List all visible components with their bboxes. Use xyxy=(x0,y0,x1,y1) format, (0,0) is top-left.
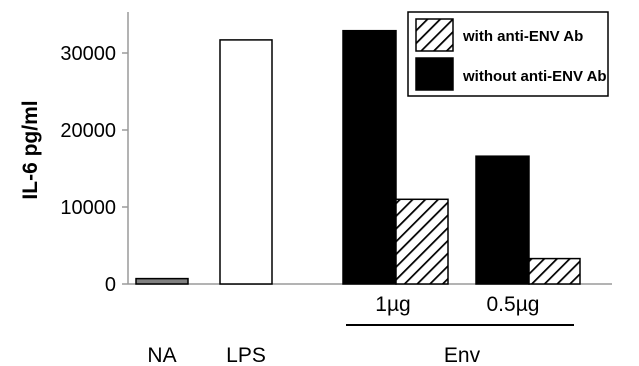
bar-2 xyxy=(342,29,397,285)
group-label-1ug: 1µg xyxy=(375,293,410,316)
category-label-na: NA xyxy=(147,344,176,366)
legend-label-without: without anti-ENV Ab xyxy=(462,68,607,85)
y-tick-label: 30000 xyxy=(60,43,116,65)
legend-swatch-hatched xyxy=(415,18,454,52)
group-label-0-5ug: 0.5µg xyxy=(487,293,540,316)
y-tick-label: 0 xyxy=(105,274,116,296)
legend-label-with: with anti-ENV Ab xyxy=(462,28,583,45)
category-label-lps: LPS xyxy=(226,344,266,366)
y-ticks: 0 10000 20000 30000 xyxy=(60,43,128,296)
y-tick-label: 20000 xyxy=(60,120,116,142)
bars xyxy=(135,29,581,285)
legend-swatch-black xyxy=(415,57,454,91)
y-axis-label: IL-6 pg/ml xyxy=(19,100,42,199)
bar-4 xyxy=(475,155,530,285)
category-label-env: Env xyxy=(444,344,481,366)
bar-3 xyxy=(395,198,449,285)
bar-5 xyxy=(528,257,581,285)
legend: with anti-ENV Ab without anti-ENV Ab xyxy=(407,11,609,97)
y-tick-label: 10000 xyxy=(60,197,116,219)
bar-1 xyxy=(219,39,273,285)
bar-0 xyxy=(135,277,189,285)
